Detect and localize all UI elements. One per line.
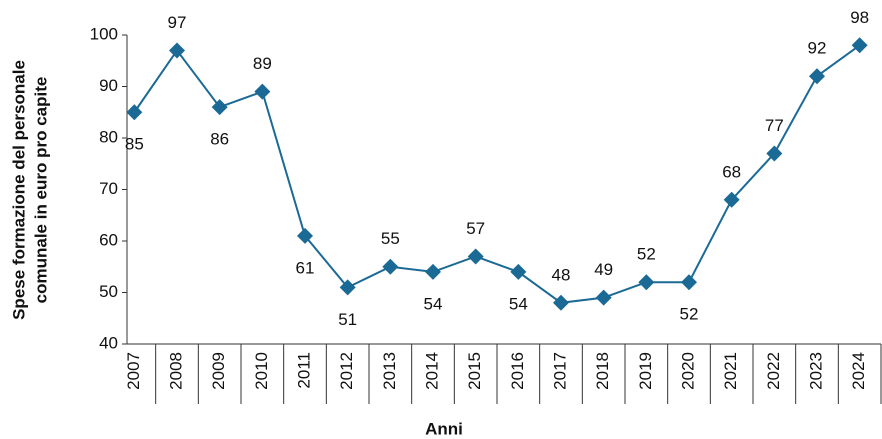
data-label: 54: [509, 294, 528, 313]
data-label: 49: [594, 260, 613, 279]
y-tick-label: 40: [99, 333, 118, 352]
marker: [595, 289, 612, 306]
x-tick-label: 2008: [166, 352, 185, 390]
marker: [809, 68, 825, 85]
x-tick-label: 2010: [252, 352, 271, 390]
y-tick-label: 60: [99, 230, 118, 249]
marker: [467, 248, 484, 265]
data-label: 52: [680, 305, 699, 324]
marker: [211, 99, 228, 116]
x-tick-label: 2009: [209, 352, 228, 390]
x-tick-label: 2012: [337, 352, 356, 390]
data-label: 51: [338, 310, 357, 329]
data-label: 55: [381, 229, 400, 248]
x-tick-label: 2023: [806, 352, 825, 390]
line: [133, 44, 861, 304]
x-tick-label: 2019: [636, 352, 655, 390]
data-label: 68: [722, 162, 741, 181]
data-label: 85: [125, 135, 144, 154]
data-label: 77: [765, 116, 784, 135]
data-label: 86: [210, 130, 229, 149]
y-axis-title: Spese formazione del personale: [9, 60, 28, 320]
data-label: 52: [637, 245, 656, 264]
marker: [510, 263, 527, 280]
marker: [126, 104, 143, 121]
y-tick-label: 80: [99, 127, 118, 146]
marker: [681, 274, 697, 291]
x-tick-label: 2018: [593, 352, 612, 390]
x-tick-label: 2020: [678, 352, 697, 390]
y-tick-label: 50: [99, 282, 118, 301]
marker: [339, 279, 356, 296]
data-label: 89: [253, 54, 272, 73]
marker: [553, 294, 569, 311]
y-tick-label: 100: [90, 24, 118, 43]
marker: [425, 263, 441, 280]
x-tick-label: 2011: [294, 352, 313, 389]
x-tick-label: 2017: [550, 352, 569, 390]
marker: [766, 145, 783, 162]
x-tick-label: 2021: [721, 352, 740, 390]
marker: [382, 258, 399, 275]
x-tick-label: 2013: [380, 352, 399, 390]
y-tick-label: 90: [99, 76, 118, 95]
x-tick-label: 2016: [508, 352, 527, 390]
data-label: 57: [466, 219, 485, 238]
data-label: 92: [808, 39, 827, 58]
x-tick-label: 2007: [124, 352, 143, 390]
x-tick-label: 2024: [849, 352, 868, 390]
data-label: 54: [424, 294, 443, 313]
y-tick-label: 70: [99, 179, 118, 198]
data-label: 97: [168, 13, 187, 32]
marker: [638, 274, 655, 291]
marker: [254, 83, 271, 100]
x-tick-label: 2015: [465, 352, 484, 390]
marker: [297, 227, 313, 244]
marker: [851, 37, 868, 54]
data-label: 48: [552, 265, 571, 284]
marker: [169, 42, 185, 59]
x-tick-label: 2014: [422, 352, 441, 390]
x-tick-label: 2022: [764, 352, 783, 390]
y-axis-title: comunale in euro pro capite: [31, 77, 50, 304]
marker: [723, 191, 740, 208]
data-label: 98: [850, 8, 869, 27]
x-axis-title: Anni: [425, 419, 463, 438]
data-label: 61: [296, 258, 315, 277]
